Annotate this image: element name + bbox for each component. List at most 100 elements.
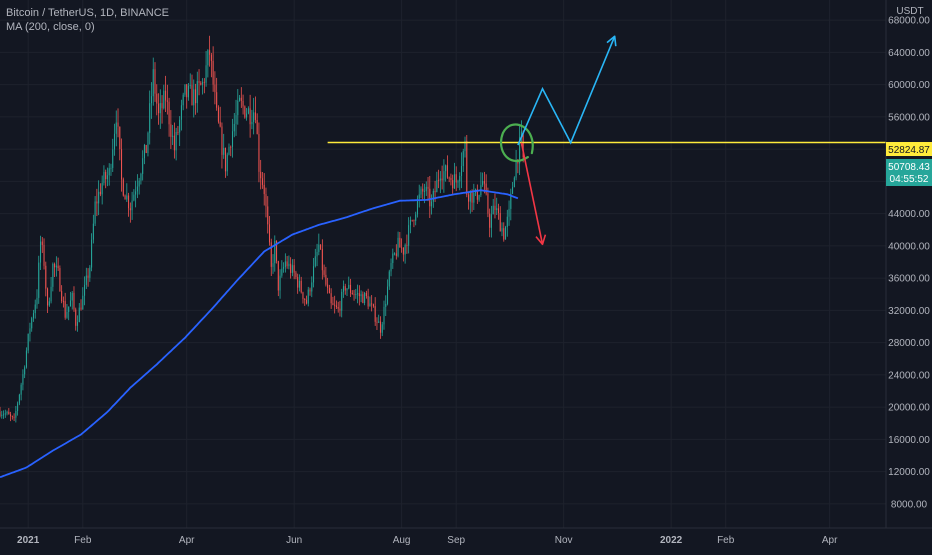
price-axis[interactable]: USDT 8000.00 12000.00 16000.00 20000.00 2400… — [885, 0, 932, 528]
candle-body — [180, 105, 182, 120]
candle-body — [142, 158, 144, 174]
candle-body — [321, 248, 323, 271]
candle-body — [122, 179, 124, 196]
time-axis[interactable]: 2021 Feb Apr Jun Aug Sep Nov 2022 Feb Apr — [0, 527, 932, 550]
candle-body — [186, 84, 188, 98]
candle-body — [374, 306, 376, 322]
candle-body — [436, 180, 438, 193]
candle-body — [209, 50, 211, 55]
candle-body — [52, 264, 54, 287]
price-tick-label: 8000.00 — [891, 499, 928, 510]
candle-body — [24, 367, 26, 375]
candle-body — [413, 220, 415, 222]
candle-body — [318, 244, 320, 252]
price-tick-label: 28000.00 — [888, 338, 930, 349]
candle-body — [27, 333, 29, 351]
candle-body — [34, 304, 36, 314]
candle-body — [327, 284, 329, 288]
candle-body — [492, 205, 494, 215]
candle-body — [41, 241, 43, 245]
candle-body — [452, 180, 454, 189]
candle-body — [483, 181, 485, 184]
time-tick-label: 2022 — [660, 535, 683, 546]
candle-body — [31, 318, 33, 329]
candle-body — [464, 140, 466, 152]
candle-body — [207, 50, 209, 66]
indicator-label[interactable]: MA (200, close, 0) — [6, 21, 95, 33]
drawings — [327, 35, 886, 246]
candle-body — [397, 237, 399, 256]
candle-body — [519, 137, 521, 164]
candle-body — [441, 178, 443, 181]
candle-body — [1, 414, 3, 416]
price-tick-label: 12000.00 — [888, 467, 930, 478]
candle-body — [506, 216, 508, 228]
candle-body — [184, 84, 186, 95]
time-tick-label: Feb — [717, 535, 735, 546]
candle-body — [159, 103, 161, 114]
candle-body — [154, 69, 156, 94]
candle-body — [143, 144, 145, 159]
candle-body — [357, 293, 359, 295]
time-axis-background — [0, 528, 932, 550]
candle-body — [311, 282, 313, 292]
candle-body — [314, 256, 316, 267]
candle-body — [126, 195, 128, 200]
candle-body — [420, 188, 422, 195]
candle-body — [471, 190, 473, 203]
candle-body — [263, 184, 265, 195]
candle-body — [290, 263, 292, 273]
price-axis-background — [886, 0, 932, 528]
candle-body — [210, 54, 212, 61]
bearish-arrow-head — [535, 234, 547, 246]
candle-body — [429, 188, 431, 207]
candle-body — [73, 292, 75, 310]
candle-body — [216, 92, 218, 108]
symbol-title[interactable]: Bitcoin / TetherUS, 1D, BINANCE — [6, 7, 170, 19]
bearish-projection-path — [520, 142, 544, 245]
candle-body — [247, 108, 249, 114]
candle-body — [394, 253, 396, 255]
candle-body — [351, 292, 353, 295]
candle-body — [293, 265, 295, 273]
candle-body — [59, 268, 61, 292]
candle-body — [82, 295, 84, 310]
candle-body — [425, 186, 427, 192]
price-labels: 52824.87 50708.43 04:55:52 — [886, 142, 932, 186]
candle-body — [230, 146, 232, 148]
candle-body — [468, 194, 470, 202]
candle-body — [175, 131, 177, 151]
candle-body — [298, 280, 300, 288]
candle-body — [170, 124, 172, 137]
candle-body — [283, 267, 285, 269]
candle-body — [360, 294, 362, 297]
candle-body — [522, 131, 524, 158]
candle-body — [165, 90, 167, 101]
candle-body — [291, 265, 293, 273]
price-tick-label: 40000.00 — [888, 241, 930, 252]
candle-body — [443, 171, 445, 181]
candle-body — [316, 251, 318, 257]
candle-body — [284, 261, 286, 268]
candle-body — [478, 195, 480, 200]
candle-body — [54, 264, 56, 268]
candle-body — [448, 177, 450, 179]
candle-body — [489, 213, 491, 228]
candle-body — [38, 262, 40, 298]
price-tick-label: 32000.00 — [888, 306, 930, 317]
ma-200-line — [0, 189, 519, 479]
candle-body — [369, 303, 371, 307]
candle-body — [69, 300, 71, 307]
candle-body — [152, 69, 154, 97]
candle-body — [173, 135, 175, 151]
candle-body — [119, 126, 121, 150]
candle-body — [47, 288, 49, 306]
candle-body — [166, 100, 168, 102]
candle-body — [189, 85, 191, 86]
candle-body — [193, 89, 195, 106]
candle-body — [459, 176, 461, 182]
candle-body — [349, 284, 352, 293]
candle-body — [268, 224, 271, 243]
